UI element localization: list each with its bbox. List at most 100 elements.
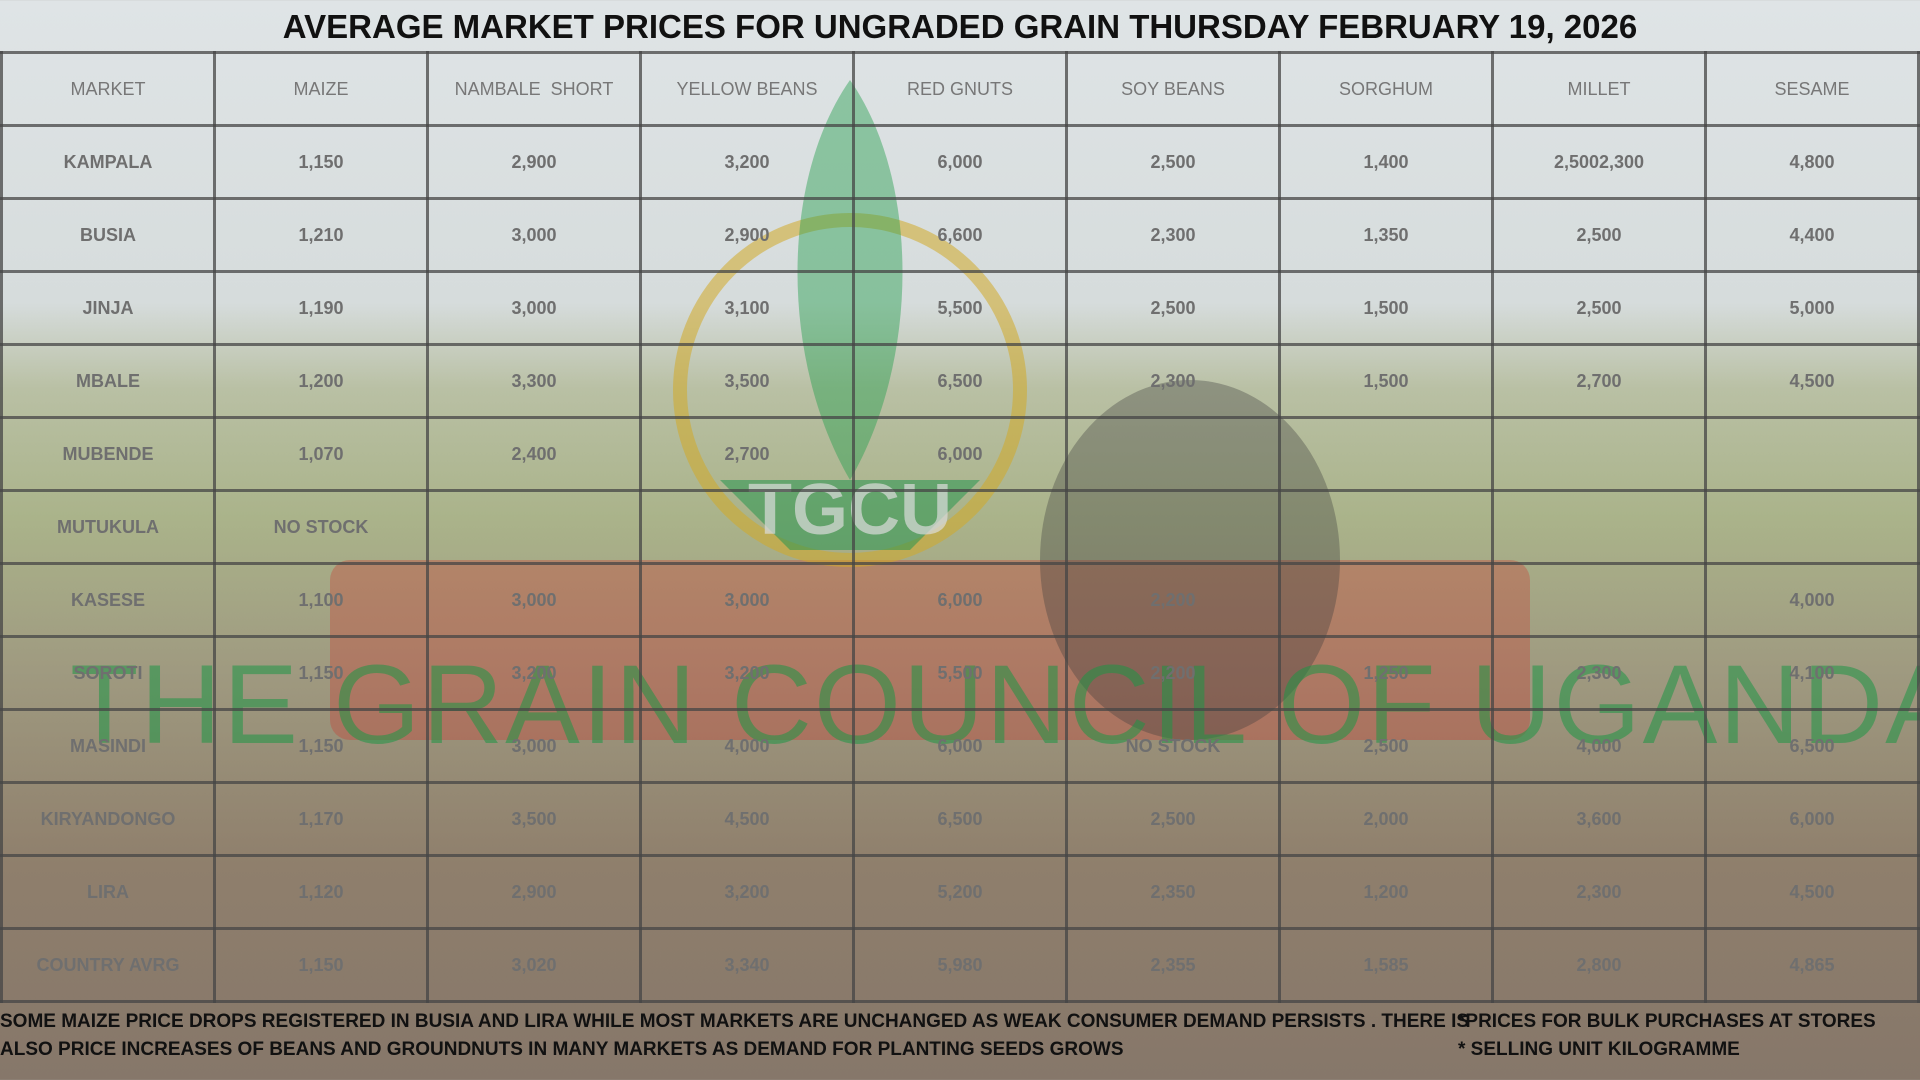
price-cell: 3,000 xyxy=(426,197,642,273)
market-cell: KAMPALA xyxy=(0,124,216,200)
price-cell: 1,150 xyxy=(213,708,429,784)
market-cell: MASINDI xyxy=(0,708,216,784)
price-cell xyxy=(852,489,1068,565)
price-cell: 1,210 xyxy=(213,197,429,273)
market-cell: MUTUKULA xyxy=(0,489,216,565)
price-cell: 1,150 xyxy=(213,635,429,711)
price-cell: 2,500 xyxy=(1491,197,1707,273)
price-cell: 5,200 xyxy=(852,854,1068,930)
price-cell: 2,900 xyxy=(426,124,642,200)
footer-remarks: *PRICES FOR BULK PURCHASES AT STORES * S… xyxy=(1458,1008,1876,1064)
price-cell: 3,000 xyxy=(426,270,642,346)
price-cell: 3,500 xyxy=(639,343,855,419)
price-cell: 1,500 xyxy=(1278,270,1494,346)
price-cell: 4,865 xyxy=(1704,927,1920,1003)
price-cell: NO STOCK xyxy=(1065,708,1281,784)
column-header: MAIZE xyxy=(213,51,429,127)
price-cell: 2,200 xyxy=(1065,562,1281,638)
price-cell xyxy=(1491,416,1707,492)
price-cell: 1,200 xyxy=(213,343,429,419)
price-cell: 1,190 xyxy=(213,270,429,346)
price-cell: 3,000 xyxy=(639,562,855,638)
price-cell: 6,000 xyxy=(852,416,1068,492)
price-cell: 2,700 xyxy=(639,416,855,492)
price-cell: 6,000 xyxy=(852,708,1068,784)
table-row: JINJA 1,190 3,000 3,100 5,500 2,500 1,500 2,500… xyxy=(0,270,1920,346)
price-cell: 2,300 xyxy=(1491,854,1707,930)
market-cell: SOROTI xyxy=(0,635,216,711)
price-cell: 4,000 xyxy=(639,708,855,784)
price-cell xyxy=(1065,489,1281,565)
price-cell: 1,350 xyxy=(1278,197,1494,273)
column-header: MARKET xyxy=(0,51,216,127)
column-header: SESAME xyxy=(1704,51,1920,127)
market-cell: MUBENDE xyxy=(0,416,216,492)
remark-line: *PRICES FOR BULK PURCHASES AT STORES xyxy=(1458,1011,1876,1032)
price-cell: 3,020 xyxy=(426,927,642,1003)
price-cell: 1,585 xyxy=(1278,927,1494,1003)
price-cell: 2,500 xyxy=(1065,270,1281,346)
market-cell: JINJA xyxy=(0,270,216,346)
price-cell xyxy=(1278,416,1494,492)
note-line: SOME MAIZE PRICE DROPS REGISTERED IN BUS… xyxy=(0,1011,1470,1032)
table-row: BUSIA 1,210 3,000 2,900 6,600 2,300 1,350 2,500… xyxy=(0,197,1920,273)
column-header: SORGHUM xyxy=(1278,51,1494,127)
price-cell: 4,500 xyxy=(639,781,855,857)
price-cell: 6,500 xyxy=(1704,708,1920,784)
price-cell: 2,500 xyxy=(1278,708,1494,784)
price-cell: 3,500 xyxy=(426,781,642,857)
price-cell: 1,500 xyxy=(1278,343,1494,419)
price-cell: 4,100 xyxy=(1704,635,1920,711)
column-header: RED GNUTS xyxy=(852,51,1068,127)
table-row: MBALE 1,200 3,300 3,500 6,500 2,300 1,500 2,700… xyxy=(0,343,1920,419)
price-cell: 2,400 xyxy=(426,416,642,492)
price-cell: 2,800 xyxy=(1491,927,1707,1003)
price-cell: 1,200 xyxy=(1278,854,1494,930)
price-cell: 6,000 xyxy=(1704,781,1920,857)
price-cell: 2,300 xyxy=(1065,197,1281,273)
price-cell xyxy=(1491,489,1707,565)
price-cell xyxy=(1278,562,1494,638)
market-cell: BUSIA xyxy=(0,197,216,273)
price-cell: 1,250 xyxy=(1278,635,1494,711)
table-row: MUTUKULA NO STOCK xyxy=(0,489,1920,565)
price-cell: 2,500 xyxy=(1065,124,1281,200)
price-cell: 2,200 xyxy=(1065,635,1281,711)
price-cell xyxy=(639,489,855,565)
price-cell: 2,300 xyxy=(1491,635,1707,711)
column-header: YELLOW BEANS xyxy=(639,51,855,127)
note-line: ALSO PRICE INCREASES OF BEANS AND GROUND… xyxy=(0,1039,1124,1060)
price-cell: 1,400 xyxy=(1278,124,1494,200)
price-table: MARKET MAIZE NAMBALE SHORT YELLOW BEANS RED … xyxy=(0,51,1920,1003)
price-cell: 3,000 xyxy=(426,708,642,784)
price-cell: 4,500 xyxy=(1704,854,1920,930)
market-cell: COUNTRY AVRG xyxy=(0,927,216,1003)
price-cell: 1,100 xyxy=(213,562,429,638)
price-cell: 4,800 xyxy=(1704,124,1920,200)
column-header: NAMBALE SHORT xyxy=(426,51,642,127)
price-cell: 4,500 xyxy=(1704,343,1920,419)
table-row: KASESE 1,100 3,000 3,000 6,000 2,200 4,000 xyxy=(0,562,1920,638)
header-row: MARKET MAIZE NAMBALE SHORT YELLOW BEANS RED … xyxy=(0,51,1920,127)
price-cell: 4,400 xyxy=(1704,197,1920,273)
price-cell: 3,200 xyxy=(639,124,855,200)
price-cell: 1,150 xyxy=(213,124,429,200)
price-cell: 1,120 xyxy=(213,854,429,930)
column-header: SOY BEANS xyxy=(1065,51,1281,127)
price-cell: 3,340 xyxy=(639,927,855,1003)
price-cell: NO STOCK xyxy=(213,489,429,565)
footer-note: SOME MAIZE PRICE DROPS REGISTERED IN BUS… xyxy=(0,1008,1469,1064)
price-cell: 6,000 xyxy=(852,562,1068,638)
column-header: MILLET xyxy=(1491,51,1707,127)
price-cell: 2,700 xyxy=(1491,343,1707,419)
price-cell: 5,000 xyxy=(1704,270,1920,346)
price-cell: 2,900 xyxy=(639,197,855,273)
market-cell: MBALE xyxy=(0,343,216,419)
price-cell: 3,000 xyxy=(426,562,642,638)
title: AVERAGE MARKET PRICES FOR UNGRADED GRAIN… xyxy=(282,8,1638,45)
table-row: KAMPALA 1,150 2,900 3,200 6,000 2,500 1,400 2,5… xyxy=(0,124,1920,200)
price-cell xyxy=(1704,489,1920,565)
table-row: KIRYANDONGO 1,170 3,500 4,500 6,500 2,500 2,00… xyxy=(0,781,1920,857)
price-cell: 1,150 xyxy=(213,927,429,1003)
